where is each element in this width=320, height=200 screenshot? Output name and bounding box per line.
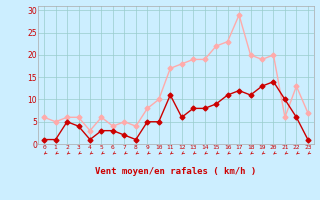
X-axis label: Vent moyen/en rafales ( km/h ): Vent moyen/en rafales ( km/h ) [95, 167, 257, 176]
